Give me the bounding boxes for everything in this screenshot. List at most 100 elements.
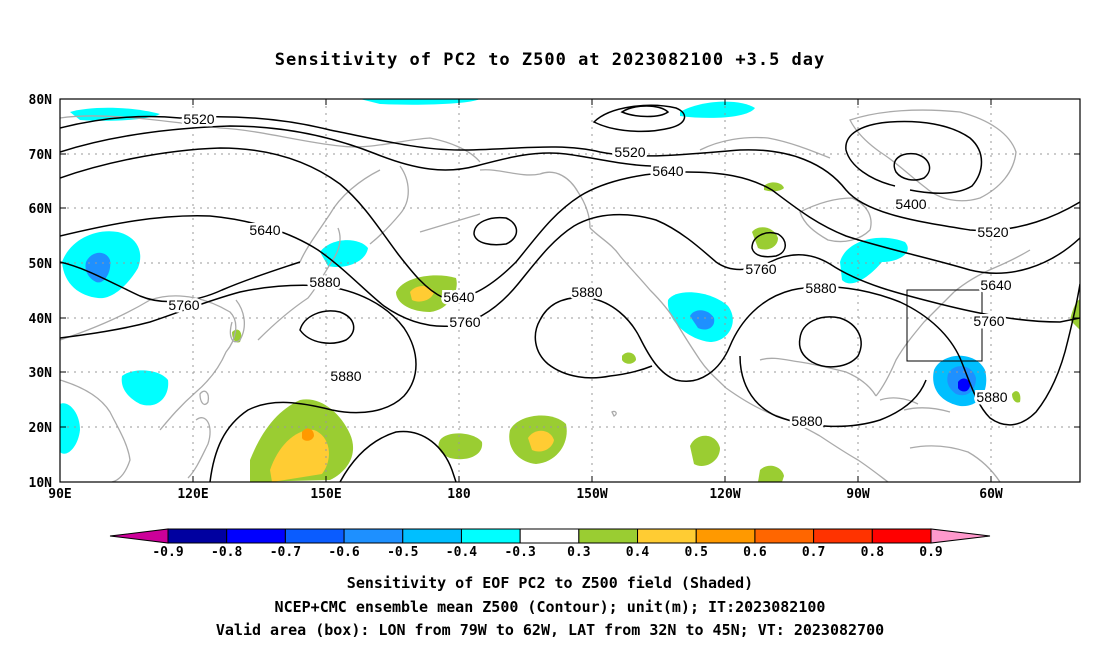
contour-5880-south bbox=[339, 430, 457, 482]
coast-arctic-archipelago bbox=[699, 136, 831, 159]
coast-japan bbox=[257, 227, 341, 341]
shade-yellow-dateline bbox=[410, 286, 434, 302]
coast-cuba bbox=[879, 397, 919, 405]
colorbar-tick-label: -0.4 bbox=[446, 545, 477, 560]
colorbar-cells bbox=[167, 528, 932, 544]
clabel-5880-c: 5880 bbox=[805, 280, 836, 296]
contour-5760 bbox=[60, 213, 1080, 328]
shade-green-epac-1 bbox=[690, 435, 720, 467]
contour-5880-pac-south bbox=[534, 319, 653, 379]
lon-label-60W: 60W bbox=[979, 487, 1003, 502]
contour-5400 bbox=[845, 120, 983, 195]
colorbar-tick-label: -0.9 bbox=[152, 545, 183, 560]
shade-darkblue-atlantic bbox=[958, 378, 970, 392]
shade-green-small-1 bbox=[622, 352, 636, 364]
contour-5880-west bbox=[60, 284, 417, 482]
coast-canada-west bbox=[589, 227, 677, 323]
caption-line-2: NCEP+CMC ensemble mean Z500 (Contour); u… bbox=[274, 598, 826, 616]
colorbar-right-arrow bbox=[930, 528, 991, 544]
coast-philippines bbox=[187, 417, 211, 479]
colorbar-tick-label: -0.3 bbox=[504, 545, 535, 560]
coast-alaska bbox=[479, 169, 591, 229]
colorbar-cell bbox=[167, 528, 228, 544]
shade-cyan-scs bbox=[121, 370, 169, 406]
clabel-5880-d: 5880 bbox=[330, 368, 361, 384]
lon-label-150E: 150E bbox=[310, 487, 341, 502]
contour-5880-loop-epac bbox=[798, 316, 862, 368]
clabel-5640-a: 5640 bbox=[652, 163, 683, 179]
coast-hawaii bbox=[611, 410, 617, 417]
colorbar-cell bbox=[695, 528, 756, 544]
shade-green-cpac-1 bbox=[438, 433, 483, 460]
latitude-labels: 80N 70N 60N 50N 40N 30N 20N 10N bbox=[29, 93, 53, 491]
colorbar-tick-label: 0.7 bbox=[802, 545, 825, 560]
lat-label-30N: 30N bbox=[29, 366, 53, 381]
shade-blue-asia-west bbox=[85, 252, 111, 283]
colorbar-tick-label: -0.6 bbox=[328, 545, 359, 560]
valid-area-box bbox=[906, 289, 983, 362]
shade-green-small-3 bbox=[1012, 391, 1021, 403]
coast-usa-west bbox=[675, 321, 727, 389]
contour-labels: 5520 5520 5520 5640 5640 5640 5640 5400 … bbox=[166, 109, 1014, 432]
colorbar-left-arrow bbox=[109, 528, 169, 544]
shade-cyan-north-2 bbox=[360, 99, 480, 105]
clabel-5760-b: 5760 bbox=[449, 314, 480, 330]
colorbar-cell bbox=[519, 528, 580, 544]
grid-lines bbox=[60, 99, 1080, 482]
z500-contours bbox=[60, 104, 1080, 482]
lon-label-90E: 90E bbox=[48, 487, 71, 502]
clabel-5760-a: 5760 bbox=[168, 297, 199, 313]
map-area bbox=[60, 99, 1080, 482]
colorbar-tick-label: -0.7 bbox=[270, 545, 301, 560]
caption-line-3: Valid area (box): LON from 79W to 62W, L… bbox=[215, 621, 885, 639]
lat-label-70N: 70N bbox=[29, 148, 53, 163]
clabel-5880-b: 5880 bbox=[571, 284, 602, 300]
shade-cyan-indo bbox=[60, 403, 80, 454]
lat-label-20N: 20N bbox=[29, 421, 53, 436]
lon-label-120W: 120W bbox=[709, 487, 740, 502]
clabel-5880-f: 5880 bbox=[976, 389, 1007, 405]
shade-cyan-north-1 bbox=[70, 107, 160, 121]
clabel-5520-a: 5520 bbox=[183, 111, 214, 127]
coast-central-america bbox=[819, 435, 889, 482]
caption-line-1: Sensitivity of EOF PC2 to Z500 field (Sh… bbox=[346, 574, 754, 592]
lat-label-10N: 10N bbox=[29, 476, 53, 491]
colorbar-cell bbox=[226, 528, 286, 544]
colorbar-cell bbox=[284, 528, 345, 544]
clabel-5760-d: 5760 bbox=[973, 313, 1004, 329]
colorbar-cell bbox=[637, 528, 697, 544]
coast-okhotsk bbox=[299, 169, 381, 263]
coast-aleutians bbox=[419, 213, 481, 233]
colorbar-tick-label: 0.3 bbox=[567, 545, 590, 560]
colorbar-tick-label: 0.6 bbox=[743, 545, 767, 560]
contour-5520 bbox=[60, 115, 1080, 232]
contour-5640 bbox=[60, 147, 1080, 300]
coast-canada-east bbox=[953, 249, 1031, 293]
contour-5760-loop bbox=[751, 232, 786, 258]
coast-south-america bbox=[909, 445, 1001, 482]
colorbar-tick-label: 0.4 bbox=[626, 545, 650, 560]
contour-5520-inner bbox=[893, 152, 931, 181]
clabel-5640-c: 5640 bbox=[443, 289, 474, 305]
coast-kamchatka bbox=[369, 165, 409, 245]
shade-green-small-4 bbox=[232, 329, 242, 343]
colorbar-cell bbox=[402, 528, 462, 544]
colorbar-tick-label: 0.8 bbox=[861, 545, 885, 560]
coast-korea bbox=[229, 299, 246, 343]
clabel-5640-b: 5640 bbox=[249, 222, 280, 238]
contour-5880-loop-wpac bbox=[299, 310, 355, 344]
contour-5520-top-inner bbox=[620, 105, 670, 118]
coast-hudson bbox=[799, 197, 872, 243]
contour-5640-bering bbox=[473, 216, 518, 246]
contour-5880-atl bbox=[739, 355, 927, 428]
colorbar-cell bbox=[813, 528, 873, 544]
clabel-5640-d: 5640 bbox=[980, 277, 1011, 293]
clabel-5880-a: 5880 bbox=[309, 274, 340, 290]
coast-indochina bbox=[60, 379, 131, 482]
shade-cyan-north-3 bbox=[680, 101, 755, 118]
colorbar: -0.9 -0.8 -0.7 -0.6 -0.5 -0.4 -0.3 0.3 0.4 0.5 0.6… bbox=[109, 528, 991, 560]
coast-china bbox=[60, 295, 237, 431]
coast-greenland bbox=[849, 109, 1017, 202]
contour-5760-south bbox=[60, 261, 301, 303]
clabel-5400: 5400 bbox=[895, 196, 926, 212]
